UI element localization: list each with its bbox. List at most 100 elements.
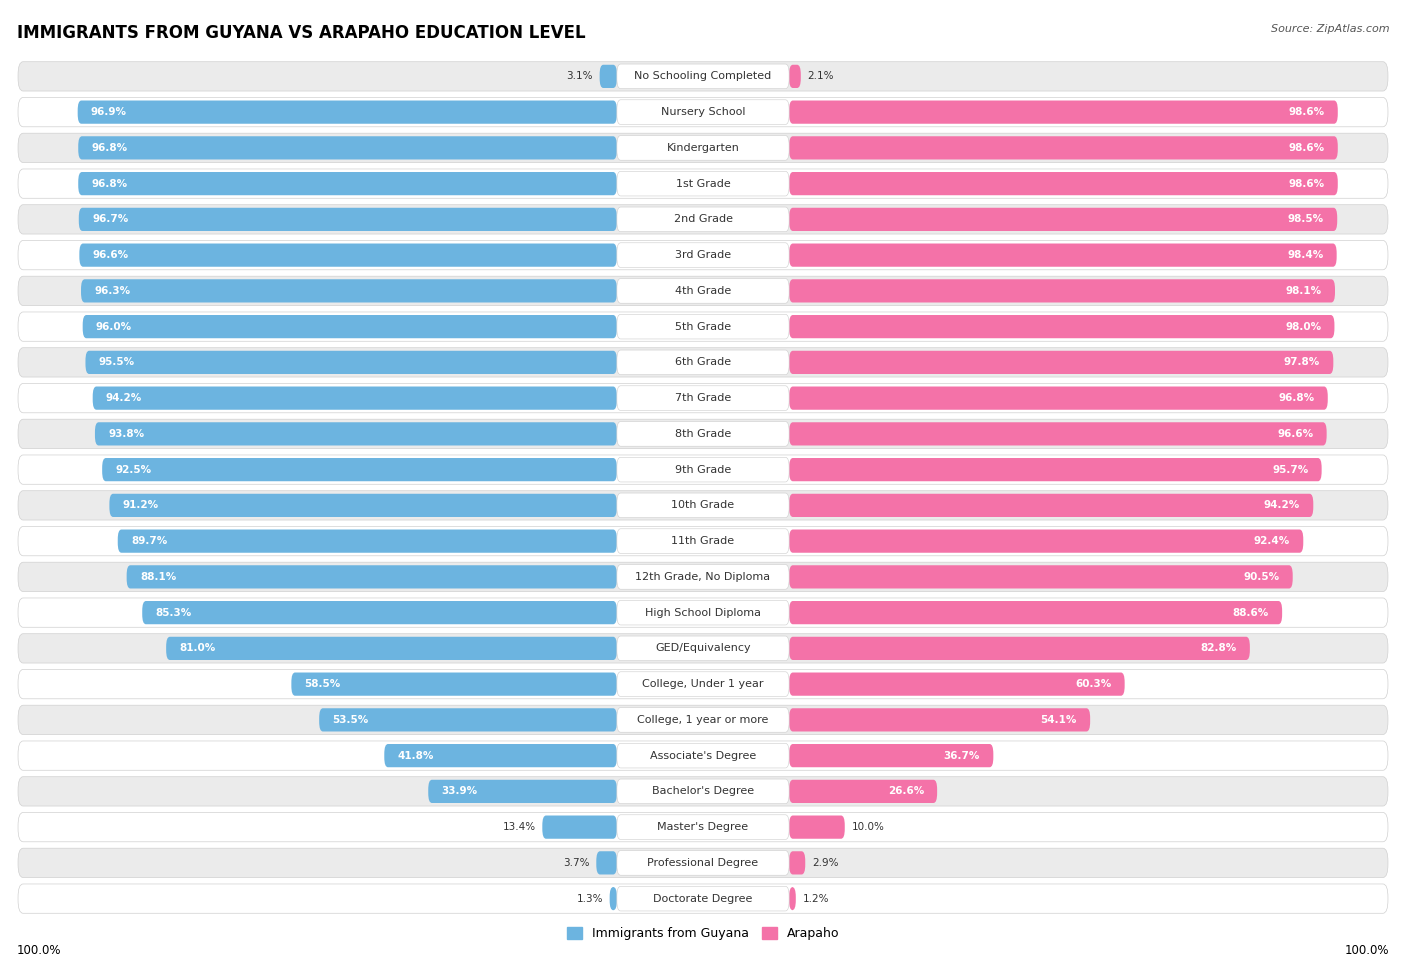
Text: 98.1%: 98.1% xyxy=(1285,286,1322,295)
FancyBboxPatch shape xyxy=(617,136,789,160)
FancyBboxPatch shape xyxy=(617,64,789,89)
FancyBboxPatch shape xyxy=(617,672,789,696)
Text: 98.6%: 98.6% xyxy=(1288,107,1324,117)
Text: 11th Grade: 11th Grade xyxy=(672,536,734,546)
FancyBboxPatch shape xyxy=(18,61,1388,91)
Text: 9th Grade: 9th Grade xyxy=(675,465,731,475)
Text: 3.1%: 3.1% xyxy=(567,71,593,81)
FancyBboxPatch shape xyxy=(79,136,617,160)
Text: 8th Grade: 8th Grade xyxy=(675,429,731,439)
FancyBboxPatch shape xyxy=(789,351,1333,374)
Text: Master's Degree: Master's Degree xyxy=(658,822,748,832)
FancyBboxPatch shape xyxy=(789,780,938,803)
Text: 96.8%: 96.8% xyxy=(91,178,128,188)
Text: Nursery School: Nursery School xyxy=(661,107,745,117)
Text: Kindergarten: Kindergarten xyxy=(666,143,740,153)
FancyBboxPatch shape xyxy=(617,314,789,339)
FancyBboxPatch shape xyxy=(617,243,789,267)
FancyBboxPatch shape xyxy=(96,422,617,446)
FancyBboxPatch shape xyxy=(617,601,789,625)
Text: 58.5%: 58.5% xyxy=(305,680,340,689)
FancyBboxPatch shape xyxy=(291,673,617,696)
Text: Associate's Degree: Associate's Degree xyxy=(650,751,756,760)
FancyBboxPatch shape xyxy=(789,708,1090,731)
Text: 10.0%: 10.0% xyxy=(852,822,884,832)
FancyBboxPatch shape xyxy=(617,779,789,803)
FancyBboxPatch shape xyxy=(789,566,1292,589)
FancyBboxPatch shape xyxy=(18,276,1388,305)
FancyBboxPatch shape xyxy=(118,529,617,553)
Legend: Immigrants from Guyana, Arapaho: Immigrants from Guyana, Arapaho xyxy=(567,927,839,940)
FancyBboxPatch shape xyxy=(789,601,1282,624)
FancyBboxPatch shape xyxy=(617,172,789,196)
FancyBboxPatch shape xyxy=(82,279,617,302)
FancyBboxPatch shape xyxy=(617,850,789,876)
Text: IMMIGRANTS FROM GUYANA VS ARAPAHO EDUCATION LEVEL: IMMIGRANTS FROM GUYANA VS ARAPAHO EDUCAT… xyxy=(17,24,585,42)
FancyBboxPatch shape xyxy=(103,458,617,482)
Text: 41.8%: 41.8% xyxy=(398,751,434,760)
Text: Source: ZipAtlas.com: Source: ZipAtlas.com xyxy=(1271,24,1389,34)
Text: 100.0%: 100.0% xyxy=(17,945,62,957)
Text: 98.4%: 98.4% xyxy=(1286,251,1323,260)
Text: 95.7%: 95.7% xyxy=(1272,465,1309,475)
Text: 96.8%: 96.8% xyxy=(1278,393,1315,403)
FancyBboxPatch shape xyxy=(789,887,796,911)
Text: 53.5%: 53.5% xyxy=(332,715,368,724)
FancyBboxPatch shape xyxy=(18,455,1388,485)
FancyBboxPatch shape xyxy=(617,99,789,125)
FancyBboxPatch shape xyxy=(18,563,1388,592)
FancyBboxPatch shape xyxy=(93,386,617,410)
FancyBboxPatch shape xyxy=(789,422,1327,446)
FancyBboxPatch shape xyxy=(79,208,617,231)
FancyBboxPatch shape xyxy=(617,386,789,410)
FancyBboxPatch shape xyxy=(18,205,1388,234)
Text: 3rd Grade: 3rd Grade xyxy=(675,251,731,260)
FancyBboxPatch shape xyxy=(86,351,617,374)
FancyBboxPatch shape xyxy=(18,598,1388,627)
FancyBboxPatch shape xyxy=(789,172,1337,195)
FancyBboxPatch shape xyxy=(789,851,806,875)
Text: 98.0%: 98.0% xyxy=(1285,322,1322,332)
FancyBboxPatch shape xyxy=(789,100,1337,124)
FancyBboxPatch shape xyxy=(789,744,993,767)
FancyBboxPatch shape xyxy=(142,601,617,624)
Text: 10th Grade: 10th Grade xyxy=(672,500,734,510)
Text: Bachelor's Degree: Bachelor's Degree xyxy=(652,787,754,797)
FancyBboxPatch shape xyxy=(18,670,1388,699)
Text: 54.1%: 54.1% xyxy=(1040,715,1077,724)
Text: 94.2%: 94.2% xyxy=(105,393,142,403)
Text: 82.8%: 82.8% xyxy=(1201,644,1237,653)
Text: 13.4%: 13.4% xyxy=(502,822,536,832)
FancyBboxPatch shape xyxy=(18,312,1388,341)
FancyBboxPatch shape xyxy=(18,884,1388,914)
FancyBboxPatch shape xyxy=(18,741,1388,770)
FancyBboxPatch shape xyxy=(18,848,1388,878)
FancyBboxPatch shape xyxy=(617,708,789,732)
FancyBboxPatch shape xyxy=(610,887,617,911)
Text: 98.6%: 98.6% xyxy=(1288,178,1324,188)
Text: 91.2%: 91.2% xyxy=(122,500,159,510)
FancyBboxPatch shape xyxy=(77,100,617,124)
Text: 33.9%: 33.9% xyxy=(441,787,478,797)
Text: 2.1%: 2.1% xyxy=(807,71,834,81)
Text: 26.6%: 26.6% xyxy=(887,787,924,797)
Text: College, Under 1 year: College, Under 1 year xyxy=(643,680,763,689)
Text: 1.3%: 1.3% xyxy=(576,894,603,904)
Text: 98.6%: 98.6% xyxy=(1288,143,1324,153)
Text: 2nd Grade: 2nd Grade xyxy=(673,214,733,224)
FancyBboxPatch shape xyxy=(429,780,617,803)
FancyBboxPatch shape xyxy=(617,528,789,554)
Text: 2.9%: 2.9% xyxy=(811,858,838,868)
FancyBboxPatch shape xyxy=(18,98,1388,127)
FancyBboxPatch shape xyxy=(18,134,1388,163)
FancyBboxPatch shape xyxy=(617,421,789,447)
Text: 4th Grade: 4th Grade xyxy=(675,286,731,295)
Text: 96.8%: 96.8% xyxy=(91,143,128,153)
Text: 95.5%: 95.5% xyxy=(98,358,135,368)
FancyBboxPatch shape xyxy=(18,241,1388,270)
Text: Doctorate Degree: Doctorate Degree xyxy=(654,894,752,904)
FancyBboxPatch shape xyxy=(127,566,617,589)
FancyBboxPatch shape xyxy=(789,637,1250,660)
Text: 96.0%: 96.0% xyxy=(96,322,132,332)
FancyBboxPatch shape xyxy=(617,493,789,518)
